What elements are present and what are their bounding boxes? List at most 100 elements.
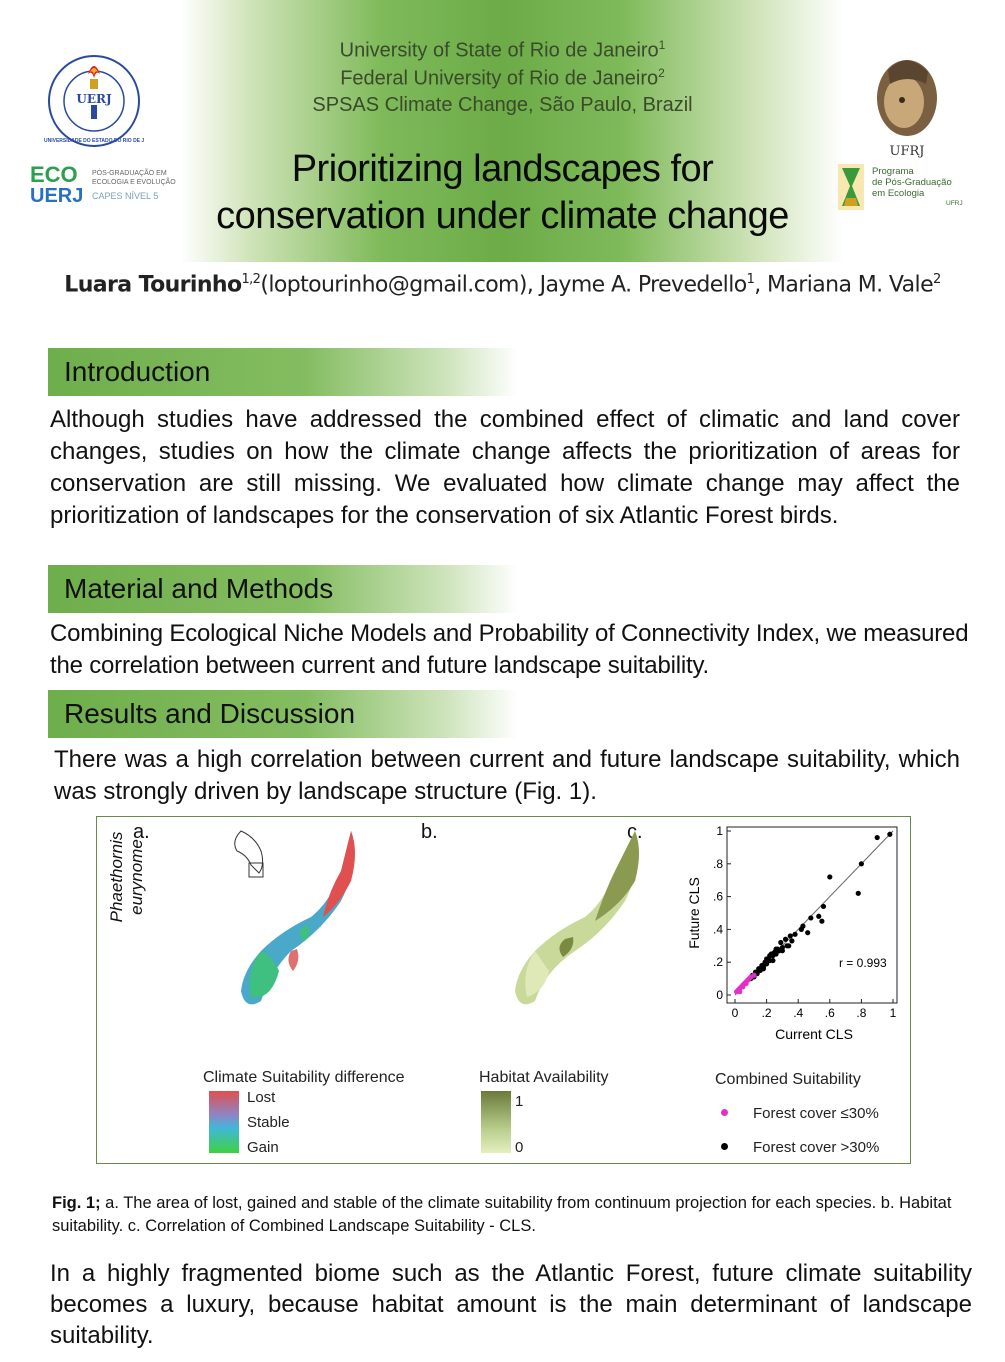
intro-text: Although studies have addressed the comb… (50, 406, 960, 529)
panel-a-label: a. (133, 821, 150, 843)
species-label: Phaethornis eurynome (107, 831, 146, 923)
legend-gain: Gain (247, 1139, 279, 1156)
author-1-sup: 1,2 (241, 272, 261, 287)
uerj-ring-text: UNIVERSIDADE DO ESTADO DO RIO DE JANEIRO (44, 138, 144, 144)
x-axis-label: Current CLS (775, 1026, 853, 1042)
scatter-point (770, 957, 776, 964)
cls-scatter-plot: 0 .2 .4 .6 .8 1 0 .2 .4 .6 .8 1 Current CLS Future CL… (686, 824, 898, 1042)
ufrj-label: UFRJ (889, 144, 925, 159)
legend-forest-low: Forest cover ≤30% (753, 1105, 879, 1122)
scatter-point (787, 933, 793, 939)
author-3: Mariana M. Vale (767, 272, 934, 298)
scatter-point (773, 946, 779, 952)
x-tick-label: .4 (793, 1006, 803, 1020)
institution-2: Federal University of Rio de Janeiro2 (0, 66, 1005, 91)
scatter-point (760, 966, 767, 972)
scatter-point (819, 918, 825, 924)
ufrj-prog-3: em Ecologia (872, 188, 925, 199)
scatter-point (786, 943, 792, 949)
legend-habitat-title: Habitat Availability (479, 1069, 609, 1086)
caption-text: a. The area of lost, gained and stable o… (52, 1194, 952, 1235)
author-1: Luara Tourinho (64, 272, 242, 298)
panel-b-label: b. (421, 821, 438, 843)
y-tick-label: 0 (716, 988, 723, 1002)
authors-line: Luara Tourinho1,2(loptourinho@gmail.com)… (0, 272, 1005, 297)
figure-1: a. b. c. Phaethornis eurynome 0.2.4.6.81… (96, 816, 911, 1164)
conclusion-text: In a highly fragmented biome such as the… (50, 1260, 972, 1349)
ufrj-prog-1: Programa (872, 166, 914, 177)
eco-side-2: ECOLOGIA E EVOLUÇÃO (92, 179, 176, 186)
scatter-point (887, 831, 893, 837)
x-tick-label: .6 (825, 1006, 835, 1020)
y-tick-label: .6 (713, 890, 723, 904)
uerj-logo: UERJ UNIVERSIDADE DO ESTADO DO RIO DE JA… (44, 52, 144, 150)
scatter-point (782, 936, 789, 942)
poster-title: Prioritizing landscapes for conservation… (0, 146, 1005, 240)
ufrj-prog-4: UFRJ (946, 200, 963, 207)
uerj-center-text: UERJ (76, 92, 112, 106)
legend-climate-gradient (209, 1091, 239, 1153)
y-tick-label: .8 (713, 857, 723, 871)
scatter-point (858, 861, 864, 867)
x-tick-label: 1 (890, 1006, 897, 1020)
methods-heading: Material and Methods (48, 565, 518, 613)
scatter-point (779, 948, 785, 954)
habitat-availability-map (515, 831, 639, 1005)
x-tick-label: .2 (762, 1006, 772, 1020)
scatter-point (756, 966, 762, 972)
header-band (0, 0, 1005, 262)
y-tick-label: .4 (713, 922, 723, 936)
title-line-2: conservation under climate change (216, 195, 789, 237)
ufrj-ecology-logo: Programa de Pós-Graduação em Ecologia UF… (838, 164, 966, 212)
legend-lost: Lost (247, 1089, 276, 1106)
author-2: Jayme A. Prevedello (539, 272, 748, 298)
scatter-point (792, 931, 798, 937)
scatter-point (743, 980, 749, 987)
legend-black-dot (721, 1143, 728, 1150)
scatter-point (798, 926, 804, 932)
intro-heading: Introduction (48, 348, 518, 396)
scatter-point (855, 890, 861, 896)
author-3-sup: 2 (933, 272, 941, 287)
scatter-point (789, 938, 795, 944)
scatter-point (816, 913, 822, 919)
results-text: There was a high correlation between cur… (54, 746, 960, 805)
legend-habitat-gradient (481, 1091, 511, 1153)
legend-habitat-min: 0 (515, 1139, 524, 1156)
caption-label: Fig. 1; (52, 1194, 101, 1212)
results-heading: Results and Discussion (48, 690, 518, 738)
legend-climate-title: Climate Suitability difference (203, 1069, 405, 1086)
scatter-point (827, 874, 833, 880)
x-tick-label: 0 (732, 1006, 739, 1020)
plot-frame (726, 826, 898, 1004)
legend-habitat-max: 1 (515, 1093, 524, 1110)
title-line-1: Prioritizing landscapes for (291, 148, 714, 190)
author-sep: , (754, 272, 768, 298)
scatter-point (751, 972, 757, 978)
author-2-sup: 1 (746, 272, 755, 287)
institution-1-mark: 1 (658, 38, 666, 52)
scatter-point (874, 834, 880, 841)
x-tick-label: .8 (856, 1006, 866, 1020)
scatter-point (805, 930, 811, 936)
scatter-point (808, 915, 814, 921)
scatter-point (767, 953, 773, 959)
figure-caption: Fig. 1; a. The area of lost, gained and … (52, 1192, 952, 1238)
scatter-point (764, 956, 770, 962)
institution-3: SPSAS Climate Change, São Paulo, Brazil (0, 94, 1005, 117)
correlation-annotation: r = 0.993 (839, 956, 887, 970)
institution-2-mark: 2 (658, 66, 665, 80)
scatter-point (820, 903, 827, 910)
y-tick-label: 1 (716, 824, 723, 838)
methods-text: Combining Ecological Niche Models and Pr… (50, 620, 969, 679)
legend-combined-title: Combined Suitability (715, 1071, 861, 1088)
climate-suitability-map (234, 830, 355, 1005)
legend-pink-dot (721, 1109, 728, 1116)
legend-forest-high: Forest cover >30% (753, 1139, 880, 1156)
eco-bottom-text: UERJ (30, 185, 84, 207)
ufrj-prog-2: de Pós-Graduação (872, 177, 952, 188)
institution-3-text: SPSAS Climate Change, São Paulo, Brazil (312, 94, 693, 116)
scatter-point (737, 989, 743, 995)
y-tick-label: .2 (713, 955, 723, 969)
legend-stable: Stable (247, 1114, 290, 1131)
